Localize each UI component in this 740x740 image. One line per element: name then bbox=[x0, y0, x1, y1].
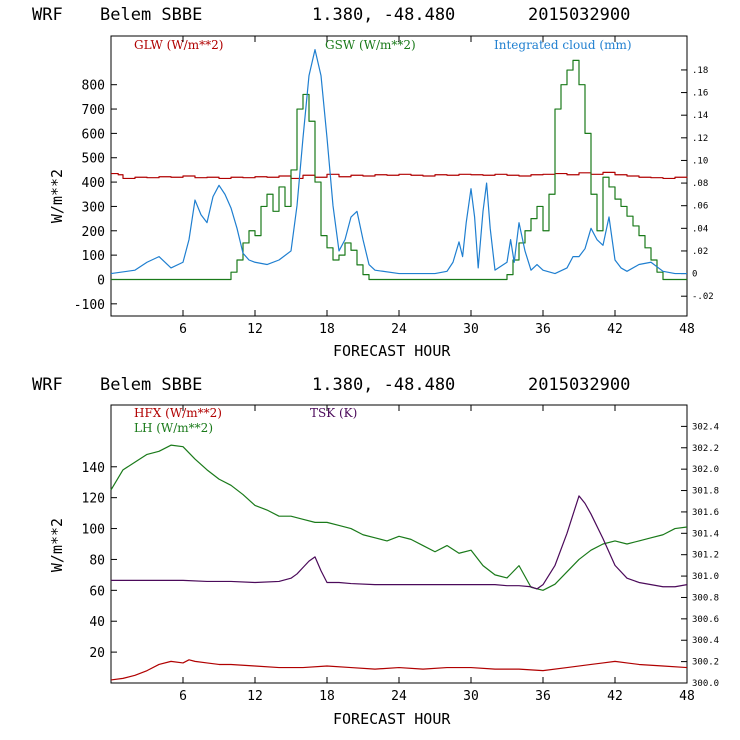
y2-tick-label: 300.6 bbox=[692, 615, 719, 625]
x-axis-label: FORECAST HOUR bbox=[333, 710, 451, 728]
x-tick-label: 42 bbox=[607, 689, 623, 704]
y2-tick-label: 301.0 bbox=[692, 572, 719, 582]
y-tick-label: 100 bbox=[82, 249, 105, 264]
header-model: WRF bbox=[32, 5, 63, 25]
header-1: WRF Belem SBBE 1.380, -48.480 2015032900 bbox=[32, 5, 630, 25]
y-tick-label: 60 bbox=[89, 584, 105, 599]
y2-tick-label: 300.4 bbox=[692, 636, 719, 646]
y2-tick-label: .04 bbox=[692, 224, 708, 234]
header-model: WRF bbox=[32, 375, 63, 395]
y-tick-label: 80 bbox=[89, 553, 105, 568]
y2-tick-label: .18 bbox=[692, 66, 708, 76]
y-tick-label: 100 bbox=[82, 523, 105, 538]
y-tick-label: 300 bbox=[82, 200, 105, 215]
y-axis-label: W/m**2 bbox=[48, 169, 66, 223]
y2-tick-label: .12 bbox=[692, 134, 708, 144]
header-coords: 1.380, -48.480 bbox=[312, 375, 455, 395]
plot-frame bbox=[110, 404, 688, 684]
x-tick-label: 36 bbox=[535, 322, 551, 337]
y2-tick-label: .08 bbox=[692, 179, 708, 189]
series-line-integrated bbox=[110, 48, 687, 275]
y2-tick-label: .06 bbox=[692, 202, 708, 212]
legend-tsk: TSK (K) bbox=[310, 406, 357, 420]
y2-tick-label: 302.4 bbox=[692, 422, 719, 432]
y-tick-label: 20 bbox=[89, 646, 105, 661]
series-lines bbox=[110, 48, 688, 281]
flux-temperature-chart: HFX (W/m**2) LH (W/m**2) TSK (K) FORECAS… bbox=[48, 404, 719, 728]
header-date: 2015032900 bbox=[528, 375, 630, 395]
x-tick-label: 30 bbox=[463, 322, 479, 337]
y-tick-label: 500 bbox=[82, 152, 105, 167]
header-date: 2015032900 bbox=[528, 5, 630, 25]
series-line-lh bbox=[110, 444, 688, 591]
y-tick-label: 400 bbox=[82, 176, 105, 191]
x-tick-label: 24 bbox=[391, 322, 407, 337]
header-coords: 1.380, -48.480 bbox=[312, 5, 455, 25]
y2-tick-label: .02 bbox=[692, 247, 708, 257]
y2-tick-label: 301.2 bbox=[692, 551, 719, 561]
x-tick-label: 18 bbox=[319, 322, 335, 337]
x-tick-label: 42 bbox=[607, 322, 623, 337]
x-tick-label: 48 bbox=[679, 322, 695, 337]
x-tick-label: 24 bbox=[391, 689, 407, 704]
y-tick-label: 200 bbox=[82, 225, 105, 240]
y2-tick-label: .14 bbox=[692, 111, 708, 121]
y-tick-label: 0 bbox=[97, 273, 105, 288]
y2-tick-label: -.02 bbox=[692, 292, 714, 302]
header-station: Belem SBBE bbox=[100, 5, 202, 25]
series-line-glw bbox=[111, 171, 688, 180]
y2-tick-label: 302.0 bbox=[692, 465, 719, 475]
legend-cloud: Integrated cloud (mm) bbox=[494, 38, 632, 52]
x-axis-label: FORECAST HOUR bbox=[333, 342, 451, 360]
axis-ticks: 6 12 18 24 30 36 42 48 -100 0 100 200 300 400 500 600 70… bbox=[74, 36, 714, 337]
series-line-tsk bbox=[111, 495, 688, 590]
y-tick-label: 120 bbox=[82, 492, 105, 507]
legend-glw: GLW (W/m**2) bbox=[134, 38, 223, 52]
x-tick-label: 36 bbox=[535, 689, 551, 704]
x-tick-label: 30 bbox=[463, 689, 479, 704]
y2-tick-label: 301.6 bbox=[692, 508, 719, 518]
x-tick-label: 6 bbox=[179, 322, 187, 337]
y2-tick-label: .10 bbox=[692, 156, 708, 166]
y-tick-label: 600 bbox=[82, 127, 105, 142]
radiation-cloud-chart: GLW (W/m**2) GSW (W/m**2) Integrated clo… bbox=[48, 35, 714, 360]
y-tick-label: 800 bbox=[82, 79, 105, 94]
y2-tick-label: 301.8 bbox=[692, 487, 719, 497]
axis-ticks: 6 12 18 24 30 36 42 48 20 40 60 80 100 120 140 300.0 300… bbox=[82, 405, 719, 704]
legend-gsw: GSW (W/m**2) bbox=[325, 38, 416, 52]
x-tick-label: 6 bbox=[179, 689, 187, 704]
y2-tick-label: 302.2 bbox=[692, 444, 719, 454]
y2-tick-label: 301.4 bbox=[692, 529, 719, 539]
x-tick-label: 48 bbox=[679, 689, 695, 704]
y2-tick-label: .16 bbox=[692, 89, 708, 99]
y-tick-label: 700 bbox=[82, 103, 105, 118]
y2-tick-label: 300.2 bbox=[692, 658, 719, 668]
y2-tick-label: 300.8 bbox=[692, 593, 719, 603]
header-station: Belem SBBE bbox=[100, 375, 202, 395]
y2-tick-label: 0 bbox=[692, 270, 697, 280]
y-tick-label: 140 bbox=[82, 461, 105, 476]
y2-tick-label: 300.0 bbox=[692, 679, 719, 689]
x-tick-label: 18 bbox=[319, 689, 335, 704]
series-line-gsw bbox=[111, 59, 687, 281]
series-line-hfx bbox=[110, 659, 688, 681]
y-tick-label: 40 bbox=[89, 615, 105, 630]
legend-lh: LH (W/m**2) bbox=[134, 421, 213, 435]
series-lines bbox=[110, 444, 688, 681]
y-axis-label: W/m**2 bbox=[48, 518, 66, 572]
header-2: WRF Belem SBBE 1.380, -48.480 2015032900 bbox=[32, 375, 630, 395]
y-tick-label: -100 bbox=[74, 298, 105, 313]
x-tick-label: 12 bbox=[247, 689, 263, 704]
x-tick-label: 12 bbox=[247, 322, 263, 337]
legend-hfx: HFX (W/m**2) bbox=[134, 406, 222, 420]
